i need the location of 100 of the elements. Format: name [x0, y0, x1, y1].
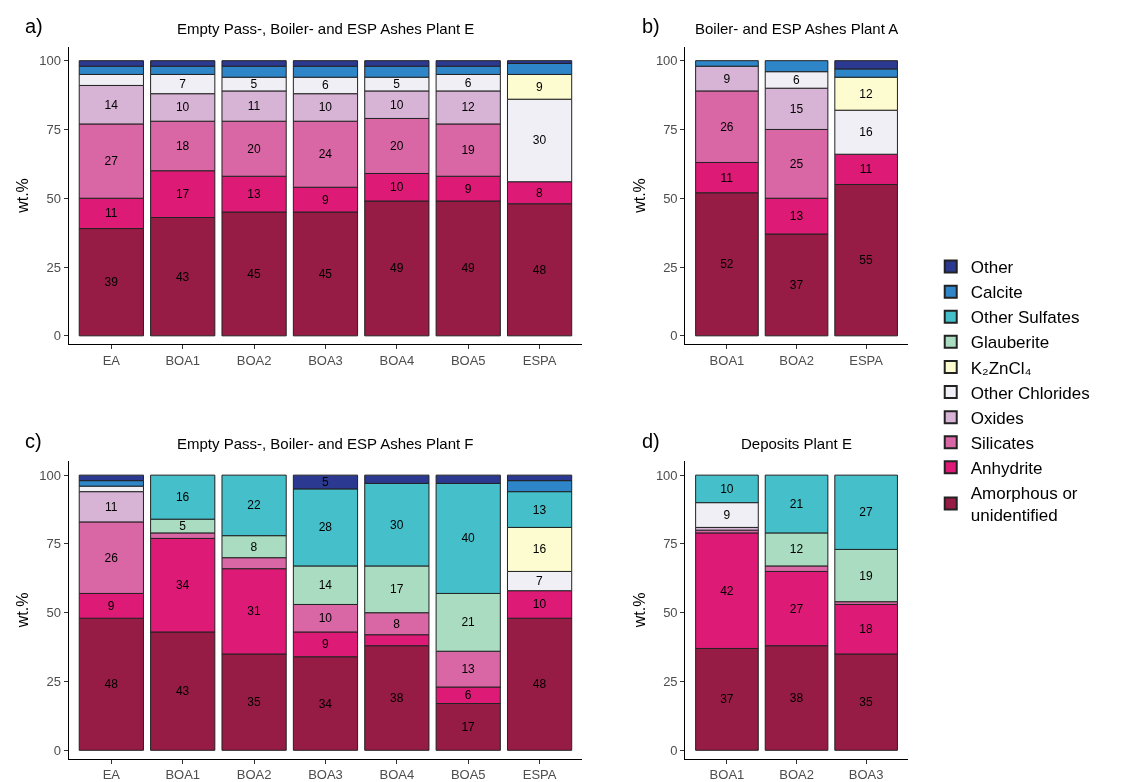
data-label: 5	[393, 77, 401, 92]
chart-title: Boiler- and ESP Ashes Plant A	[695, 20, 899, 37]
y-axis-title: wt.%	[630, 592, 648, 629]
data-label: 26	[720, 119, 734, 134]
x-tick-label: BOA4	[379, 352, 415, 368]
data-label: 5	[321, 475, 329, 490]
data-label: 35	[859, 695, 873, 710]
data-label: 26	[104, 550, 119, 565]
x-tick-label: BOA2	[779, 352, 814, 368]
legend-label: Other	[970, 258, 1014, 278]
data-label: 6	[464, 688, 472, 703]
y-tick-label: 75	[663, 536, 678, 552]
data-label: 40	[461, 531, 476, 546]
legend-label: Silicates	[970, 433, 1035, 453]
data-label: 9	[464, 181, 472, 196]
legend-label: Other Chlorides	[970, 383, 1090, 403]
y-axis-title: wt.%	[630, 178, 648, 214]
legend-label: Amorphous or unidentified	[970, 484, 1078, 526]
data-label: 5	[250, 77, 258, 92]
data-label: 35	[247, 695, 261, 710]
x-tick-label: EA	[102, 352, 121, 368]
chart-title: Deposits Plant E	[741, 435, 852, 452]
legend-label: Oxides	[970, 408, 1024, 428]
data-label: 30	[390, 517, 404, 532]
data-label: 37	[720, 692, 734, 707]
data-label: 13	[247, 187, 261, 202]
data-label: 11	[247, 99, 261, 114]
data-label: 17	[390, 582, 404, 597]
legend-label: K₂ZnCl₄	[970, 358, 1032, 378]
legend-label: Other Sulfates	[970, 308, 1080, 328]
data-label: 19	[461, 143, 476, 158]
data-label: 10	[390, 180, 404, 195]
text: d)	[642, 430, 660, 452]
x-tick-label: BOA5	[450, 767, 486, 782]
y-tick-label: 75	[663, 122, 678, 138]
data-label: 14	[318, 578, 333, 593]
y-tick-label: 0	[670, 328, 678, 344]
data-label: 8	[393, 616, 401, 631]
data-label: 13	[789, 209, 804, 224]
data-label: 9	[107, 598, 115, 613]
y-tick-label: 0	[53, 742, 61, 758]
x-tick-label: ESPA	[849, 352, 884, 368]
data-label: 9	[723, 508, 731, 523]
y-axis-title: wt.%	[14, 178, 32, 214]
chart-title: Empty Pass-, Boiler- and ESP Ashes Plant E	[177, 20, 475, 37]
y-tick-label: 25	[663, 674, 678, 690]
text: a)	[25, 15, 43, 37]
data-label: 55	[859, 253, 873, 268]
x-tick-label: ESPA	[522, 767, 557, 782]
data-label: 48	[104, 677, 119, 692]
data-label: 9	[321, 637, 329, 652]
data-label: 27	[859, 505, 873, 520]
data-label: 6	[464, 75, 472, 90]
y-tick-label: 100	[655, 467, 678, 483]
data-label: 18	[859, 622, 873, 637]
data-label: 17	[175, 187, 190, 202]
data-label: 7	[536, 574, 544, 589]
data-label: 10	[532, 597, 547, 612]
x-tick-label: BOA5	[450, 352, 486, 368]
data-label: 38	[390, 691, 404, 706]
data-label: 38	[789, 691, 804, 706]
data-label: 10	[318, 611, 333, 626]
data-label: 16	[859, 125, 873, 140]
data-label: 20	[247, 141, 261, 156]
data-label: 9	[723, 71, 731, 86]
y-tick-label: 0	[53, 328, 61, 344]
data-label: 21	[789, 497, 804, 512]
data-label: 22	[247, 498, 261, 513]
data-label: 13	[461, 662, 476, 677]
data-label: 16	[532, 542, 547, 557]
y-tick-label: 100	[655, 53, 678, 69]
chart-title: Empty Pass-, Boiler- and ESP Ashes Plant F	[177, 435, 474, 452]
data-label: 6	[321, 78, 329, 93]
data-label: 39	[104, 275, 119, 290]
data-label: 49	[390, 261, 404, 276]
legend-label: Glauberite	[970, 333, 1050, 353]
x-tick-label: BOA2	[236, 767, 272, 782]
data-label: 6	[793, 72, 801, 87]
data-label: 16	[175, 490, 190, 505]
data-label: 10	[720, 481, 734, 496]
data-label: 11	[859, 162, 873, 177]
data-label: 9	[321, 192, 329, 207]
data-label: 8	[250, 539, 258, 554]
data-label: 11	[104, 206, 118, 221]
data-label: 30	[532, 133, 547, 148]
data-label: 37	[789, 277, 804, 292]
data-label: 48	[532, 677, 547, 692]
data-label: 34	[175, 578, 190, 593]
data-label: 28	[318, 520, 333, 535]
data-label: 12	[789, 542, 804, 557]
y-tick-label: 50	[663, 190, 678, 206]
text: b)	[642, 15, 660, 37]
data-label: 24	[318, 147, 333, 162]
x-tick-label: BOA1	[165, 352, 201, 368]
x-tick-label: BOA2	[779, 767, 814, 782]
y-tick-label: 50	[46, 605, 61, 621]
x-tick-label: BOA3	[848, 767, 884, 782]
x-tick-label: BOA1	[709, 352, 745, 368]
data-label: 21	[461, 615, 476, 630]
data-label: 25	[789, 156, 804, 171]
